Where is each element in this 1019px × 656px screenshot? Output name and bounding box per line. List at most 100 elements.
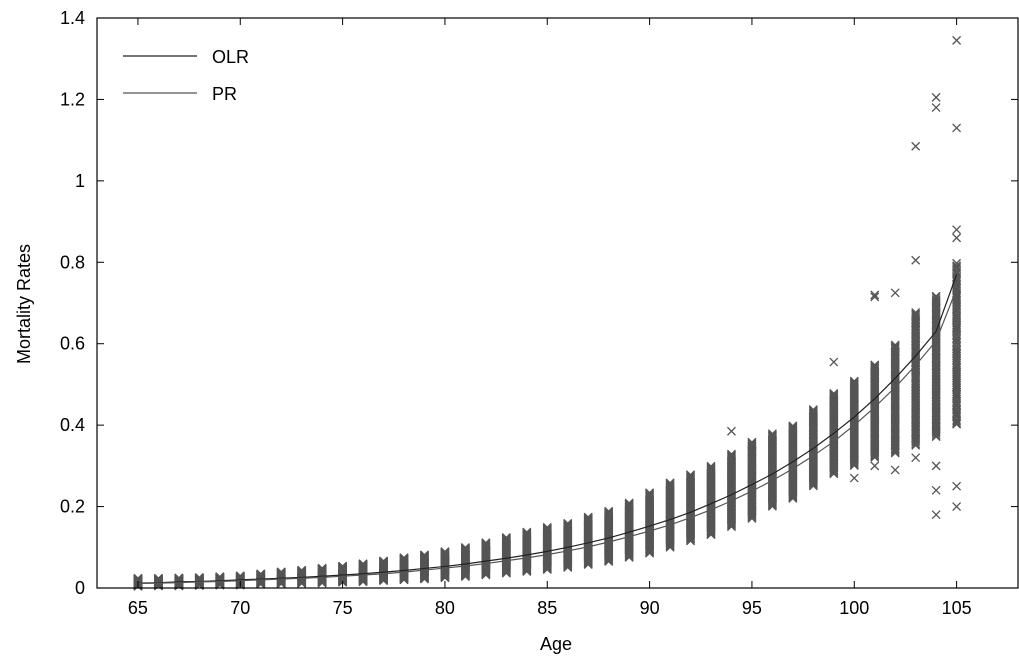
plot-frame (96, 17, 1019, 589)
scatter-point (747, 439, 757, 449)
scatter-point (911, 307, 921, 317)
scatter-point (931, 461, 941, 471)
scatter-point (542, 522, 552, 532)
scatter-point (440, 547, 450, 557)
scatter-point (931, 92, 941, 102)
legend-label-pr: PR (212, 84, 237, 104)
x-tick-label: 100 (839, 598, 869, 618)
scatter-point (563, 518, 573, 528)
scatter-point (767, 431, 777, 441)
scatter-point (911, 453, 921, 463)
scatter-point (890, 465, 900, 475)
scatter-point (849, 376, 859, 386)
scatter-point (829, 357, 839, 367)
x-tick-label: 95 (742, 598, 762, 618)
scatter-point (297, 565, 307, 575)
scatter-point (645, 489, 655, 499)
scatter-point (215, 572, 225, 582)
scatter-point (931, 103, 941, 113)
x-tick-label: 90 (640, 598, 660, 618)
scatter-point (931, 510, 941, 520)
scatter-point (665, 479, 675, 489)
scatter-point (849, 473, 859, 483)
legend: OLR PR (123, 47, 249, 104)
scatter-point (153, 573, 163, 583)
scatter-point (583, 512, 593, 522)
scatter-point (788, 425, 798, 435)
x-axis-title: Age (540, 634, 572, 654)
scatter-point (931, 293, 941, 303)
scatter-point (870, 362, 880, 372)
scatter-point (522, 527, 532, 537)
scatter-point (645, 491, 655, 501)
y-tick-label: 0.4 (60, 415, 85, 435)
x-tick-label: 80 (435, 598, 455, 618)
scatter-point (194, 573, 204, 582)
scatter-point (829, 388, 839, 398)
scatter-point (808, 406, 818, 415)
scatter-point (870, 361, 880, 371)
plot-border (96, 17, 1019, 589)
scatter-point (890, 344, 900, 354)
scatter-point (829, 391, 839, 401)
scatter-point (931, 388, 941, 397)
scatter-point (338, 561, 348, 571)
legend-label-olr: OLR (212, 47, 249, 67)
scatter-point (849, 378, 859, 388)
scatter-point (747, 437, 757, 447)
y-axis-title: Mortality Rates (14, 244, 34, 364)
x-tick-label: 75 (333, 598, 353, 618)
scatter-point (952, 233, 962, 243)
series-line-pr (137, 288, 958, 585)
scatter-point (788, 423, 798, 433)
scatter-point (952, 481, 962, 491)
scatter-point (686, 470, 695, 480)
scatter-point (931, 391, 941, 400)
scatter-point (788, 421, 798, 431)
scatter-point (133, 573, 143, 583)
y-tick-label: 0.2 (60, 497, 85, 517)
scatter-point (952, 258, 962, 268)
scatter-point (808, 407, 818, 417)
scatter-point (952, 35, 962, 45)
y-tick-label: 1 (75, 171, 85, 191)
series-line-olr (137, 274, 958, 584)
scatter-point (952, 407, 962, 417)
scatter-point (645, 488, 655, 498)
scatter-point (911, 337, 921, 347)
scatter-point (727, 454, 736, 463)
scatter-point (747, 441, 757, 451)
scatter-point (767, 432, 777, 442)
y-tick-label: 0.6 (60, 334, 85, 354)
scatter-point (174, 573, 184, 583)
scatter-point (870, 360, 880, 370)
scatter-point (931, 418, 941, 427)
scatter-point (911, 310, 921, 320)
scatter-point (931, 291, 941, 301)
scatter-point (399, 553, 409, 563)
scatter-point (235, 571, 245, 581)
scatter-point (952, 262, 962, 272)
scatter-point (911, 141, 921, 151)
scatter-point (870, 461, 880, 471)
scatter-point (911, 309, 921, 319)
scatter-point (706, 463, 716, 473)
scatter-point (481, 538, 491, 548)
scatter-point (727, 449, 736, 459)
x-tick-label: 105 (942, 598, 972, 618)
x-tick-label: 65 (128, 598, 148, 618)
scatter-point (665, 478, 675, 488)
scatter-point (624, 498, 634, 508)
scatter-point (727, 450, 736, 460)
scatter-point (808, 405, 818, 415)
scatter-point (911, 312, 921, 322)
x-tick-label: 70 (230, 598, 250, 618)
scatter-point (890, 342, 900, 352)
scatter-point (849, 379, 859, 389)
scatter-point (870, 290, 880, 300)
scatter-point (276, 567, 286, 577)
scatter-point (890, 288, 900, 298)
scatter-point (870, 292, 880, 302)
scatter-point (379, 556, 388, 566)
